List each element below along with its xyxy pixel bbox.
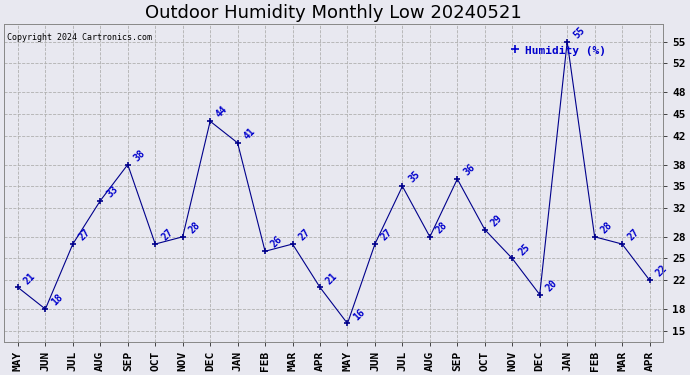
Text: 36: 36 (462, 162, 477, 178)
Text: 35: 35 (406, 170, 422, 185)
Text: Humidity (%): Humidity (%) (525, 46, 606, 56)
Text: 21: 21 (22, 271, 37, 286)
Text: 33: 33 (104, 184, 120, 199)
Text: 26: 26 (269, 234, 284, 250)
Text: 55: 55 (571, 25, 586, 40)
Text: Copyright 2024 Cartronics.com: Copyright 2024 Cartronics.com (8, 33, 152, 42)
Text: 27: 27 (297, 227, 312, 243)
Text: 16: 16 (352, 307, 367, 322)
Text: 38: 38 (132, 148, 147, 163)
Text: 27: 27 (77, 227, 92, 243)
Text: 27: 27 (379, 227, 395, 243)
Text: 44: 44 (215, 105, 230, 120)
Text: 22: 22 (653, 263, 669, 279)
Text: 27: 27 (627, 227, 642, 243)
Text: 25: 25 (516, 242, 532, 257)
Text: 41: 41 (241, 126, 257, 141)
Text: 27: 27 (159, 227, 175, 243)
Text: 29: 29 (489, 213, 504, 228)
Text: 28: 28 (599, 220, 614, 236)
Text: 18: 18 (50, 292, 65, 308)
Text: 28: 28 (187, 220, 202, 236)
Title: Outdoor Humidity Monthly Low 20240521: Outdoor Humidity Monthly Low 20240521 (146, 4, 522, 22)
Text: 20: 20 (544, 278, 560, 293)
Text: 21: 21 (324, 271, 339, 286)
Text: 28: 28 (434, 220, 449, 236)
